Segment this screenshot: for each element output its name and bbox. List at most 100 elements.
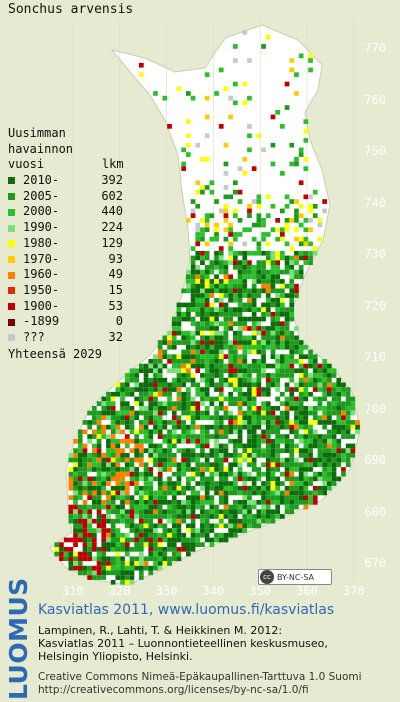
occurrence-cell [312, 476, 318, 482]
occurrence-cell [96, 575, 102, 580]
occurrence-cell [186, 542, 191, 547]
occurrence-cell [214, 537, 219, 543]
occurrence-cell [186, 387, 191, 392]
occurrence-cell [162, 448, 168, 453]
occurrence-cell [82, 556, 88, 562]
occurrence-cell [256, 500, 262, 505]
occurrence-cell [256, 250, 262, 256]
atlas-title-link[interactable]: Kasviatlas 2011, www.luomus.fi/kasviatla… [38, 602, 335, 618]
occurrence-cell [87, 495, 92, 500]
occurrence-cell [242, 377, 248, 383]
occurrence-cell [284, 359, 290, 364]
occurrence-cell [294, 91, 299, 96]
occurrence-cell [251, 514, 257, 519]
occurrence-cell [82, 481, 88, 486]
occurrence-cell [139, 438, 144, 444]
occurrence-cell [200, 326, 205, 331]
occurrence-cell [294, 462, 299, 468]
occurrence-cell [294, 481, 299, 486]
occurrence-cell [218, 476, 224, 482]
occurrence-cell [87, 504, 92, 510]
occurrence-cell [186, 485, 191, 491]
occurrence-cell [96, 485, 102, 491]
occurrence-cell [284, 227, 290, 233]
occurrence-cell [186, 401, 191, 406]
occurrence-cell [162, 556, 168, 562]
y-tick-label: 700 [364, 401, 386, 416]
occurrence-cell [148, 420, 154, 425]
occurrence-cell [237, 359, 243, 364]
occurrence-cell [237, 387, 243, 392]
occurrence-cell [120, 579, 125, 585]
occurrence-cell [181, 161, 186, 167]
occurrence-cell [171, 532, 177, 538]
occurrence-cell [190, 509, 196, 515]
occurrence-cell [256, 415, 262, 421]
occurrence-cell [275, 265, 280, 270]
occurrence-cell [176, 504, 182, 510]
legend-swatch [8, 302, 15, 310]
occurrence-cell [294, 227, 299, 233]
occurrence-cell [73, 556, 78, 562]
occurrence-cell [270, 495, 276, 500]
occurrence-cell [143, 373, 149, 378]
occurrence-cell [345, 387, 351, 392]
occurrence-cell [284, 401, 290, 406]
occurrence-cell [186, 495, 191, 500]
legend-count: 0 [115, 314, 123, 329]
occurrence-cell [186, 528, 191, 533]
occurrence-cell [303, 462, 309, 468]
occurrence-cell [209, 326, 215, 331]
occurrence-cell [92, 575, 97, 580]
occurrence-cell [190, 457, 196, 463]
occurrence-cell [322, 208, 327, 214]
occurrence-cell [171, 359, 177, 364]
occurrence-cell [186, 368, 191, 374]
occurrence-cell [275, 377, 280, 383]
legend-row: -1899 0 [8, 314, 124, 330]
occurrence-cell [68, 453, 74, 458]
occurrence-cell [186, 359, 191, 364]
occurrence-cell [153, 462, 158, 468]
occurrence-cell [284, 321, 290, 327]
occurrence-cell [171, 443, 177, 449]
occurrence-cell [176, 396, 182, 402]
occurrence-cell [303, 406, 309, 411]
occurrence-cell [256, 340, 262, 345]
occurrence-cell [129, 476, 135, 482]
occurrence-cell [256, 316, 262, 322]
occurrence-cell [275, 429, 280, 435]
occurrence-cell [204, 250, 210, 256]
occurrence-cell [134, 410, 139, 416]
occurrence-cell [73, 523, 78, 529]
occurrence-cell [101, 453, 107, 458]
occurrence-cell [106, 542, 111, 547]
occurrence-cell [214, 471, 219, 477]
occurrence-cell [312, 359, 318, 364]
cc-license-badge[interactable]: cc BY-NC-SA [258, 569, 332, 585]
occurrence-cell [190, 448, 196, 453]
occurrence-cell [218, 471, 224, 477]
occurrence-cell [134, 509, 139, 515]
occurrence-cell [242, 359, 248, 364]
occurrence-cell [247, 471, 252, 477]
occurrence-cell [96, 448, 102, 453]
occurrence-cell [157, 443, 163, 449]
occurrence-cell [181, 363, 186, 369]
occurrence-cell [162, 387, 168, 392]
occurrence-cell [209, 283, 215, 289]
occurrence-cell [223, 485, 229, 491]
occurrence-cell [139, 523, 144, 529]
occurrence-cell [223, 302, 229, 308]
occurrence-cell [77, 518, 83, 524]
license-line-2[interactable]: http://creativecommons.org/licenses/by-n… [38, 684, 309, 696]
occurrence-cell [115, 504, 121, 510]
occurrence-cell [77, 481, 83, 486]
legend-count: 32 [108, 329, 123, 344]
occurrence-cell [167, 429, 172, 435]
occurrence-cell [331, 373, 337, 378]
occurrence-cell [139, 457, 144, 463]
occurrence-cell [59, 547, 64, 552]
occurrence-cell [148, 528, 154, 533]
occurrence-cell [270, 161, 276, 167]
